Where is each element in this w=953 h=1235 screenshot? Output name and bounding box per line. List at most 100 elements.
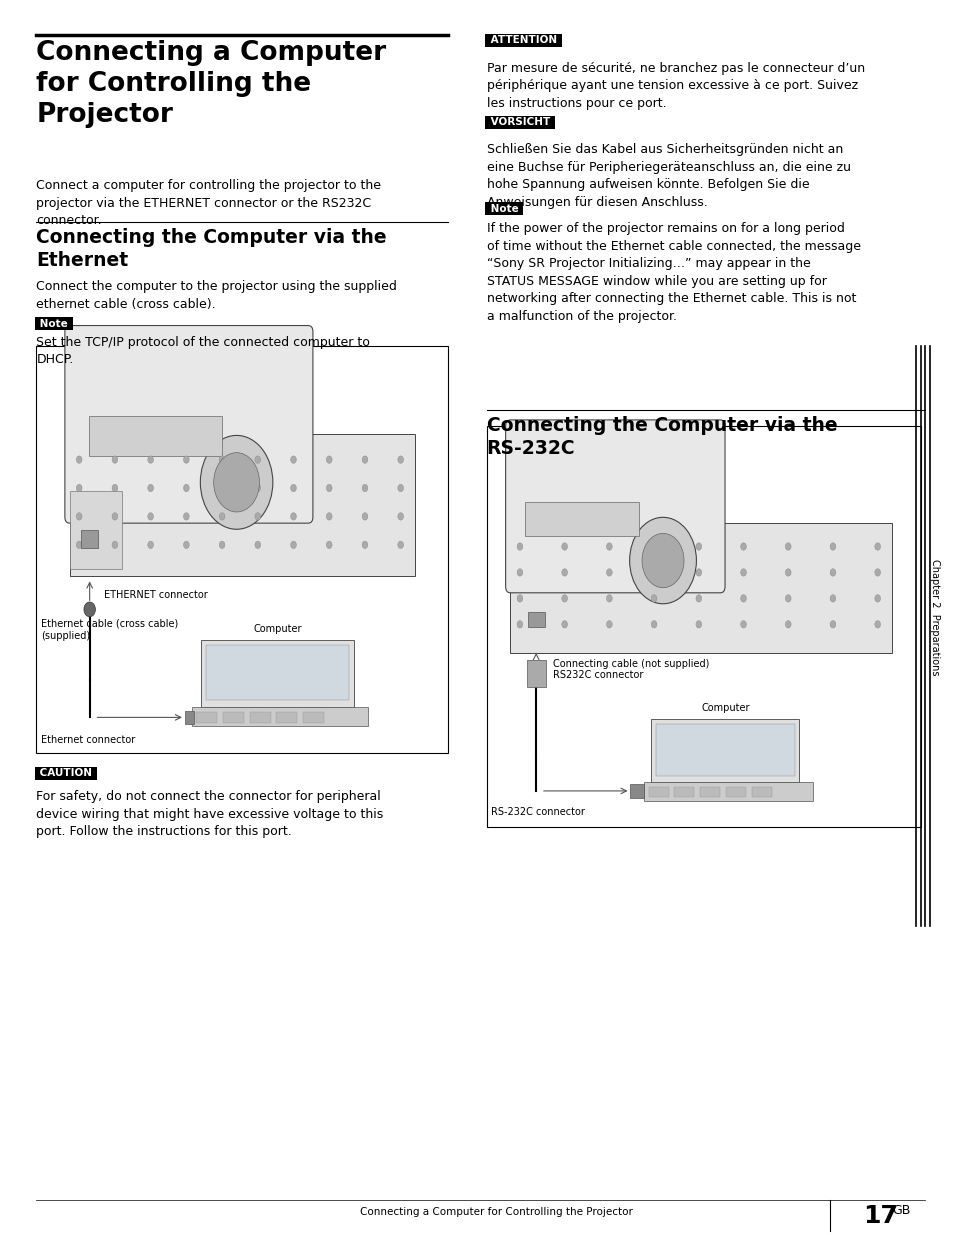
Circle shape [740,621,745,629]
Circle shape [696,543,700,551]
Text: Ethernet cable (cross cable)
(supplied): Ethernet cable (cross cable) (supplied) [41,619,178,641]
FancyBboxPatch shape [643,783,812,802]
Circle shape [397,541,403,548]
FancyBboxPatch shape [192,706,368,726]
Circle shape [326,484,332,492]
Circle shape [254,513,260,520]
Circle shape [784,569,790,577]
Circle shape [76,513,82,520]
FancyBboxPatch shape [201,640,354,706]
Circle shape [219,456,225,463]
Circle shape [291,541,296,548]
Text: Set the TCP/IP protocol of the connected computer to
DHCP.: Set the TCP/IP protocol of the connected… [36,336,370,367]
Circle shape [362,541,368,548]
Circle shape [148,484,153,492]
Text: RS-232C connector: RS-232C connector [491,808,584,818]
FancyBboxPatch shape [36,346,448,753]
Text: Computer: Computer [253,624,301,634]
Circle shape [606,621,612,629]
Circle shape [291,456,296,463]
Text: Par mesure de sécurité, ne branchez pas le connecteur d’un
périphérique ayant un: Par mesure de sécurité, ne branchez pas … [486,62,863,110]
Circle shape [784,621,790,629]
Circle shape [84,601,95,616]
Text: Connect a computer for controlling the projector to the
projector via the ETHERN: Connect a computer for controlling the p… [36,179,381,227]
FancyBboxPatch shape [674,787,694,798]
Circle shape [606,543,612,551]
Circle shape [561,569,567,577]
Circle shape [651,569,657,577]
Circle shape [219,513,225,520]
Circle shape [254,541,260,548]
Text: For safety, do not connect the connector for peripheral
device wiring that might: For safety, do not connect the connector… [36,790,383,839]
Circle shape [183,541,189,548]
Circle shape [740,543,745,551]
Text: VORSICHT: VORSICHT [486,117,553,127]
Circle shape [183,456,189,463]
Text: Connecting the Computer via the
RS-232C: Connecting the Computer via the RS-232C [486,416,837,458]
Circle shape [696,621,700,629]
Circle shape [517,595,522,603]
FancyBboxPatch shape [89,416,222,456]
Circle shape [362,456,368,463]
Circle shape [112,541,117,548]
Circle shape [213,453,259,513]
Text: Note: Note [486,204,521,214]
Text: Computer: Computer [700,703,749,714]
Text: Ethernet connector: Ethernet connector [41,735,135,745]
FancyBboxPatch shape [651,719,799,783]
FancyBboxPatch shape [303,713,324,722]
Circle shape [291,513,296,520]
Text: Chapter 2  Preparations: Chapter 2 Preparations [929,559,939,676]
FancyBboxPatch shape [206,646,349,700]
Circle shape [696,569,700,577]
FancyBboxPatch shape [630,783,643,798]
Circle shape [183,484,189,492]
Circle shape [397,456,403,463]
Circle shape [651,621,657,629]
Text: 17: 17 [862,1204,898,1228]
FancyBboxPatch shape [250,713,271,722]
Circle shape [740,595,745,603]
Text: Connecting cable (not supplied): Connecting cable (not supplied) [553,659,709,669]
FancyBboxPatch shape [70,490,122,569]
Circle shape [606,595,612,603]
Circle shape [561,543,567,551]
Circle shape [517,543,522,551]
Text: Connect the computer to the projector using the supplied
ethernet cable (cross c: Connect the computer to the projector us… [36,280,396,311]
Circle shape [641,534,683,588]
FancyBboxPatch shape [648,787,668,798]
Circle shape [112,513,117,520]
FancyBboxPatch shape [700,787,720,798]
Text: ATTENTION: ATTENTION [486,36,559,46]
Circle shape [651,543,657,551]
Circle shape [784,543,790,551]
Circle shape [397,513,403,520]
Circle shape [76,456,82,463]
Text: RS232C connector: RS232C connector [553,671,643,680]
Circle shape [784,595,790,603]
Text: GB: GB [891,1204,909,1218]
Circle shape [397,484,403,492]
FancyBboxPatch shape [185,711,194,724]
Circle shape [254,456,260,463]
FancyBboxPatch shape [656,725,794,777]
FancyBboxPatch shape [486,426,920,827]
FancyBboxPatch shape [81,530,98,547]
Circle shape [874,621,880,629]
Text: Schließen Sie das Kabel aus Sicherheitsgründen nicht an
eine Buchse für Peripher: Schließen Sie das Kabel aus Sicherheitsg… [486,143,850,209]
Circle shape [561,621,567,629]
Circle shape [829,569,835,577]
Circle shape [112,456,117,463]
FancyBboxPatch shape [70,433,415,576]
Text: Connecting a Computer
for Controlling the
Projector: Connecting a Computer for Controlling th… [36,40,386,127]
Circle shape [219,484,225,492]
FancyBboxPatch shape [223,713,244,722]
Circle shape [606,569,612,577]
FancyBboxPatch shape [524,501,639,536]
FancyBboxPatch shape [505,420,724,593]
Circle shape [740,569,745,577]
Circle shape [561,595,567,603]
Circle shape [517,621,522,629]
FancyBboxPatch shape [725,787,745,798]
Circle shape [112,484,117,492]
